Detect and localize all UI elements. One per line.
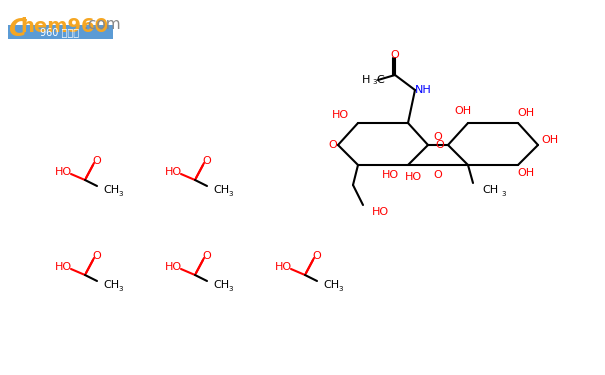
Text: HO: HO <box>54 262 71 272</box>
Text: C: C <box>8 17 27 41</box>
FancyBboxPatch shape <box>8 25 113 39</box>
Text: 3: 3 <box>338 286 342 292</box>
Text: 3: 3 <box>118 191 122 197</box>
Text: 3: 3 <box>228 191 232 197</box>
Text: CH: CH <box>103 280 119 290</box>
Text: HO: HO <box>381 170 399 180</box>
Text: 960 化工网: 960 化工网 <box>41 27 80 37</box>
Text: HO: HO <box>165 167 181 177</box>
Text: 3: 3 <box>228 286 232 292</box>
Text: HO: HO <box>371 207 388 217</box>
Text: CH: CH <box>103 185 119 195</box>
Text: .com: .com <box>83 17 120 32</box>
Text: CH: CH <box>323 280 339 290</box>
Text: HO: HO <box>332 110 348 120</box>
Text: O: O <box>93 156 102 166</box>
Text: 3: 3 <box>372 79 376 85</box>
Text: CH: CH <box>213 280 229 290</box>
Text: HO: HO <box>165 262 181 272</box>
Text: CH: CH <box>213 185 229 195</box>
Text: HO: HO <box>404 172 422 182</box>
Text: CH: CH <box>482 185 498 195</box>
Text: OH: OH <box>541 135 558 145</box>
Text: O: O <box>203 251 211 261</box>
Text: O: O <box>203 156 211 166</box>
Text: O: O <box>329 140 338 150</box>
Text: hem960: hem960 <box>20 17 108 36</box>
Text: C: C <box>376 75 384 85</box>
Text: 3: 3 <box>118 286 122 292</box>
Text: HO: HO <box>275 262 292 272</box>
Text: OH: OH <box>454 106 471 116</box>
Text: NH: NH <box>414 85 431 95</box>
Text: O: O <box>391 50 399 60</box>
Text: O: O <box>313 251 321 261</box>
Text: O: O <box>434 132 442 142</box>
Text: OH: OH <box>517 108 535 118</box>
Text: OH: OH <box>517 168 535 178</box>
Text: O: O <box>93 251 102 261</box>
Text: H: H <box>362 75 370 85</box>
Text: O: O <box>434 170 442 180</box>
Text: HO: HO <box>54 167 71 177</box>
Text: 3: 3 <box>501 191 506 197</box>
Text: O: O <box>436 140 445 150</box>
